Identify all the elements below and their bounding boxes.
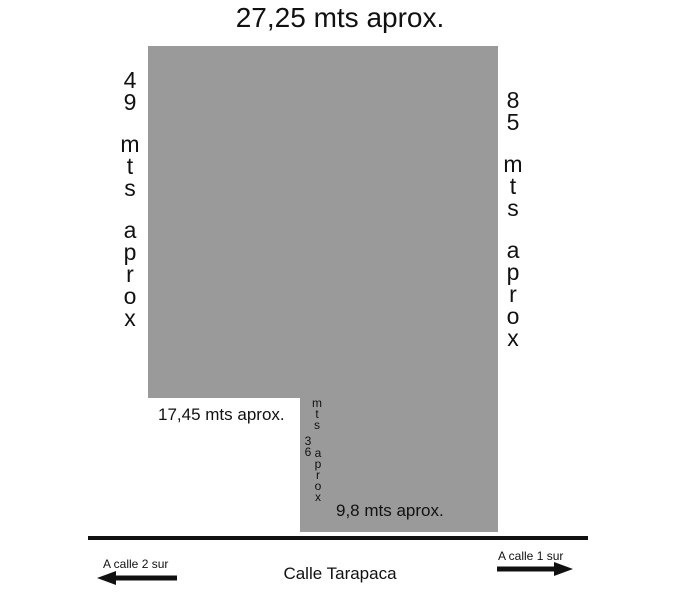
left-height-char: m: [120, 131, 140, 157]
left-direction-label: A calle 2 sur: [103, 557, 169, 571]
left-height-char: t: [126, 153, 134, 179]
inner-height-aprox-label: a p r o x: [312, 446, 324, 504]
inner-height-char: m: [312, 396, 322, 410]
left-direction-arrow: [97, 571, 177, 585]
right-height-char: o: [506, 303, 520, 329]
left-height-char: a: [123, 217, 137, 243]
bottom-width-label: 9,8 mts aprox.: [336, 501, 444, 520]
inner-height-aprox-char: o: [314, 479, 322, 493]
left-height-char: o: [123, 283, 137, 309]
right-height-char: x: [507, 325, 519, 351]
left-height-char: 9: [123, 89, 137, 115]
lot-area: [148, 46, 498, 532]
left-height-char: s: [124, 175, 136, 201]
right-height-char: s: [507, 195, 519, 221]
inner-height-number-label: 3 6: [302, 434, 314, 459]
street-name-label: Calle Tarapaca: [283, 564, 397, 583]
inner-height-number-char: 6: [304, 445, 312, 459]
inner-height-char: s: [314, 418, 320, 432]
right-height-char: m: [503, 151, 523, 177]
right-height-char: t: [509, 173, 517, 199]
inner-height-aprox-char: p: [314, 457, 322, 471]
right-height-char: a: [506, 237, 520, 263]
right-height-char: 5: [506, 109, 520, 135]
left-height-char: x: [124, 305, 136, 331]
inner-height-unit-label: m t s: [311, 396, 323, 432]
right-height-char: p: [506, 259, 520, 285]
inner-height-aprox-char: a: [314, 446, 322, 460]
top-width-label: 27,25 mts aprox.: [235, 2, 445, 33]
inner-width-label: 17,45 mts aprox.: [158, 405, 285, 424]
inner-height-char: t: [315, 407, 319, 421]
left-height-char: p: [123, 239, 137, 265]
inner-height-number-char: 3: [304, 434, 312, 448]
inner-height-aprox-char: x: [315, 490, 321, 504]
right-direction-label: A calle 1 sur: [498, 549, 564, 563]
right-height-char: 8: [506, 87, 520, 113]
right-height-char: r: [509, 281, 517, 307]
right-direction-arrow: [497, 562, 573, 576]
inner-height-aprox-char: r: [316, 468, 320, 482]
left-height-char: 4: [123, 67, 137, 93]
left-height-char: r: [126, 261, 134, 287]
left-height-label: 4 9 m t s a p r o x: [120, 67, 140, 331]
right-height-label: 8 5 m t s a p r o x: [503, 87, 523, 351]
